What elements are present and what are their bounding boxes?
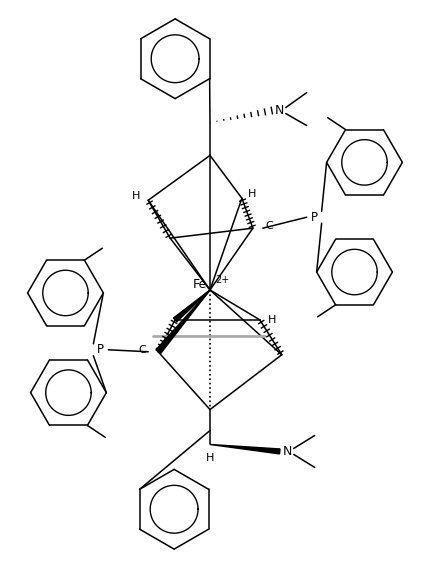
Text: C: C — [265, 221, 273, 231]
Text: P: P — [97, 344, 104, 357]
Text: C: C — [138, 345, 146, 355]
Text: N: N — [275, 104, 284, 117]
Text: Fe: Fe — [193, 279, 207, 292]
Text: H: H — [248, 189, 256, 199]
Polygon shape — [173, 290, 210, 322]
Text: H: H — [132, 192, 141, 201]
Polygon shape — [210, 445, 280, 454]
Text: 2+: 2+ — [215, 275, 229, 285]
Text: H: H — [268, 315, 276, 325]
Text: N: N — [283, 445, 292, 458]
Text: P: P — [311, 211, 318, 224]
Text: H: H — [206, 454, 214, 463]
Polygon shape — [156, 290, 210, 354]
